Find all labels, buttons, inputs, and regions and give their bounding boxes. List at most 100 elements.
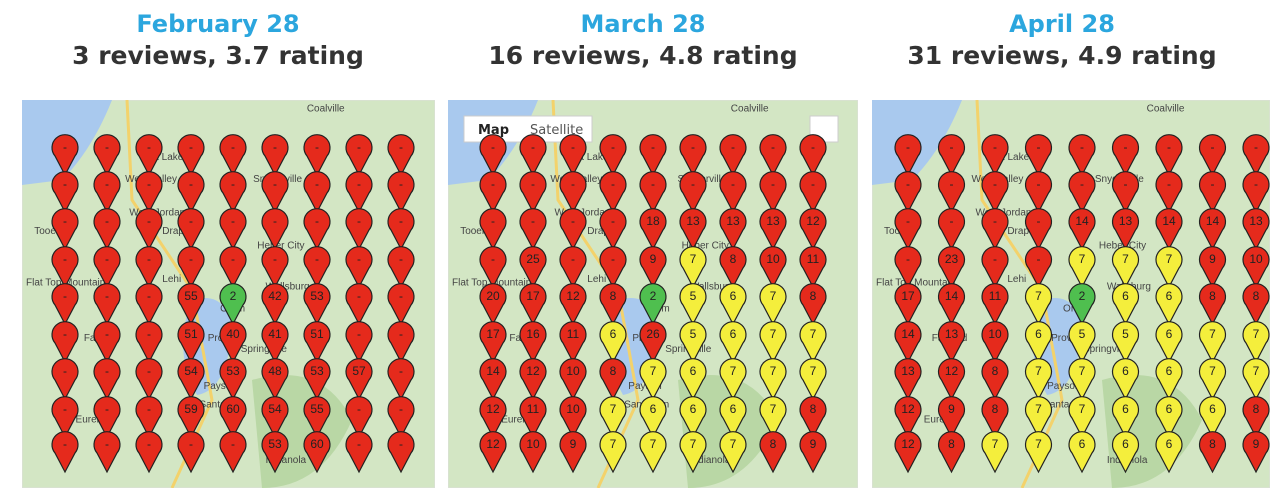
place-label: Coalville: [731, 104, 769, 115]
pin-label: 7: [1035, 402, 1042, 416]
pin-label: 7: [730, 437, 737, 451]
pin-label: -: [105, 140, 109, 154]
pin-label: 57: [352, 364, 366, 378]
map: CoalvilleSalt LakeWest ValleySnyderville…: [22, 100, 435, 488]
pin-label: -: [189, 177, 193, 191]
pin-label: 53: [310, 364, 324, 378]
pin-label: -: [105, 289, 109, 303]
pin-label: -: [399, 402, 403, 416]
pin-label: 10: [526, 437, 540, 451]
pin-label: -: [731, 140, 735, 154]
pin-label: 9: [1253, 437, 1260, 451]
pin-label: 7: [690, 437, 697, 451]
pin-label: 8: [1209, 437, 1216, 451]
pin-label: -: [147, 140, 151, 154]
pin-label: -: [491, 177, 495, 191]
pin-label: -: [231, 437, 235, 451]
pin-label: -: [1080, 177, 1084, 191]
pin-label: 42: [268, 289, 282, 303]
pin-label: 6: [1166, 289, 1173, 303]
pin-label: -: [315, 214, 319, 228]
pin-label: -: [273, 140, 277, 154]
pin-label: -: [357, 214, 361, 228]
pin-label: 60: [310, 437, 324, 451]
place-label: Coalville: [1147, 104, 1185, 115]
pin-label: 17: [486, 327, 500, 341]
pin-label: 10: [566, 364, 580, 378]
pin-label: -: [611, 140, 615, 154]
pin-label: -: [147, 252, 151, 266]
pin-label: -: [147, 437, 151, 451]
pin-label: -: [651, 140, 655, 154]
pin-label: 12: [901, 402, 915, 416]
pin-label: -: [105, 364, 109, 378]
pin-label: -: [357, 252, 361, 266]
pin-label: -: [906, 252, 910, 266]
pin-label: 25: [526, 252, 540, 266]
pin-label: -: [399, 252, 403, 266]
pin-label: -: [651, 177, 655, 191]
pin-label: 51: [310, 327, 324, 341]
pin-label: -: [1254, 177, 1258, 191]
pin-label: -: [811, 140, 815, 154]
pin-label: 51: [184, 327, 198, 341]
pin-label: -: [105, 252, 109, 266]
pin-label: 7: [650, 437, 657, 451]
pin-label: -: [273, 177, 277, 191]
pin-label: -: [399, 177, 403, 191]
pin-label: -: [357, 140, 361, 154]
pin-label: 12: [566, 289, 580, 303]
pin-label: 5: [690, 289, 697, 303]
pin-label: 20: [486, 289, 500, 303]
pin-label: 14: [1206, 214, 1220, 228]
pin-label: -: [531, 177, 535, 191]
pin-label: 14: [1075, 214, 1089, 228]
pin-label: -: [357, 289, 361, 303]
pin-label: -: [1037, 177, 1041, 191]
pin-label: 13: [686, 214, 700, 228]
pin-label: 7: [1035, 289, 1042, 303]
pin-label: 6: [1122, 437, 1129, 451]
pin-label: -: [273, 214, 277, 228]
page: {"colors": {"r": "#e52a1c", "y": "#f4ee3…: [0, 0, 1281, 488]
pin-label: -: [63, 364, 67, 378]
pin-label: 13: [1119, 214, 1133, 228]
pin-label: -: [399, 289, 403, 303]
pin-label: 14: [1162, 214, 1176, 228]
pin-label: -: [273, 252, 277, 266]
pin-label: -: [231, 252, 235, 266]
map-subtitle: 16 reviews, 4.8 rating: [488, 41, 797, 70]
pin-label: 10: [1249, 252, 1263, 266]
pin-label: 6: [1166, 327, 1173, 341]
pin-label: 10: [766, 252, 780, 266]
pin-label: -: [63, 177, 67, 191]
pin-label: 7: [810, 364, 817, 378]
pin-label: -: [105, 402, 109, 416]
pin-label: 23: [945, 252, 959, 266]
pin-label: 7: [730, 364, 737, 378]
pin-label: 7: [1253, 327, 1260, 341]
pin-label: -: [571, 177, 575, 191]
pin-label: -: [105, 327, 109, 341]
pin-label: 17: [901, 289, 915, 303]
pin-label: -: [147, 214, 151, 228]
pin-label: 13: [726, 214, 740, 228]
pin-label: -: [1254, 140, 1258, 154]
pin-label: 6: [1079, 437, 1086, 451]
pin-label: 55: [310, 402, 324, 416]
pin-label: 7: [992, 437, 999, 451]
pin-label: 7: [810, 327, 817, 341]
pin-label: 6: [1122, 289, 1129, 303]
pin-label: -: [1080, 140, 1084, 154]
pin-label: -: [491, 214, 495, 228]
pin-label: 2: [230, 289, 237, 303]
pin-label: 8: [1253, 289, 1260, 303]
pin-label: 17: [526, 289, 540, 303]
pin-label: 8: [810, 289, 817, 303]
pin-label: -: [315, 140, 319, 154]
pin-label: 8: [992, 402, 999, 416]
pin-label: -: [950, 177, 954, 191]
pin-label: 14: [901, 327, 915, 341]
pin-label: 6: [1035, 327, 1042, 341]
